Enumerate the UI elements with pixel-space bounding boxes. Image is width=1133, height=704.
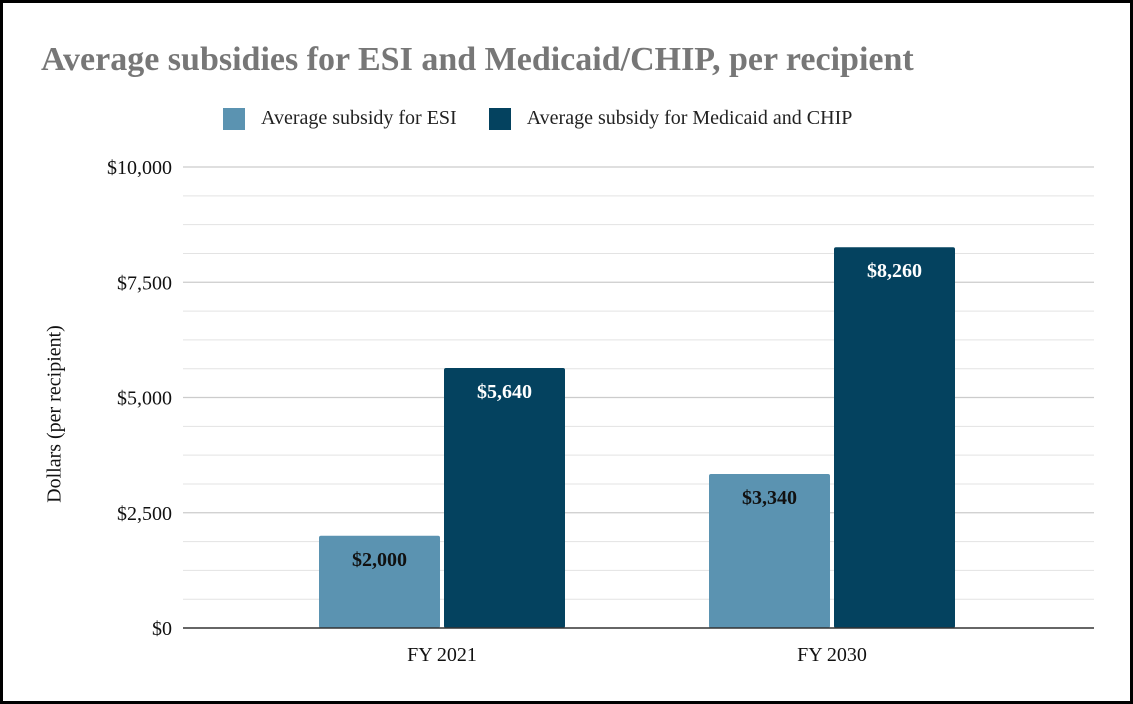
bar (319, 535, 440, 628)
x-tick-label: FY 2030 (797, 644, 867, 666)
legend-item-medicaid-chip: Average subsidy for Medicaid and CHIP (488, 107, 853, 130)
y-tick-label: $5,000 (117, 388, 172, 410)
y-tick-label: $10,000 (107, 157, 172, 179)
legend-swatch-esi (223, 107, 245, 130)
bar (709, 474, 830, 628)
chart-title: Average subsidies for ESI and Medicaid/C… (41, 41, 914, 78)
legend-label-esi: Average subsidy for ESI (261, 107, 457, 129)
data-label: $2,000 (352, 549, 407, 571)
chart-legend: Average subsidy for ESI Average subsidy … (223, 107, 884, 130)
legend-label-medicaid-chip: Average subsidy for Medicaid and CHIP (526, 107, 853, 129)
y-tick-label: $2,500 (117, 503, 172, 525)
y-tick-label: $7,500 (117, 272, 172, 294)
data-label: $8,260 (867, 260, 922, 282)
data-label: $3,340 (742, 487, 797, 509)
legend-swatch-medicaid-chip (488, 107, 511, 130)
data-label: $5,640 (477, 381, 532, 403)
bar (834, 247, 955, 629)
y-tick-label: $0 (152, 618, 172, 640)
x-tick-label: FY 2021 (407, 644, 477, 666)
legend-item-esi: Average subsidy for ESI (223, 107, 457, 130)
bar (444, 367, 565, 628)
